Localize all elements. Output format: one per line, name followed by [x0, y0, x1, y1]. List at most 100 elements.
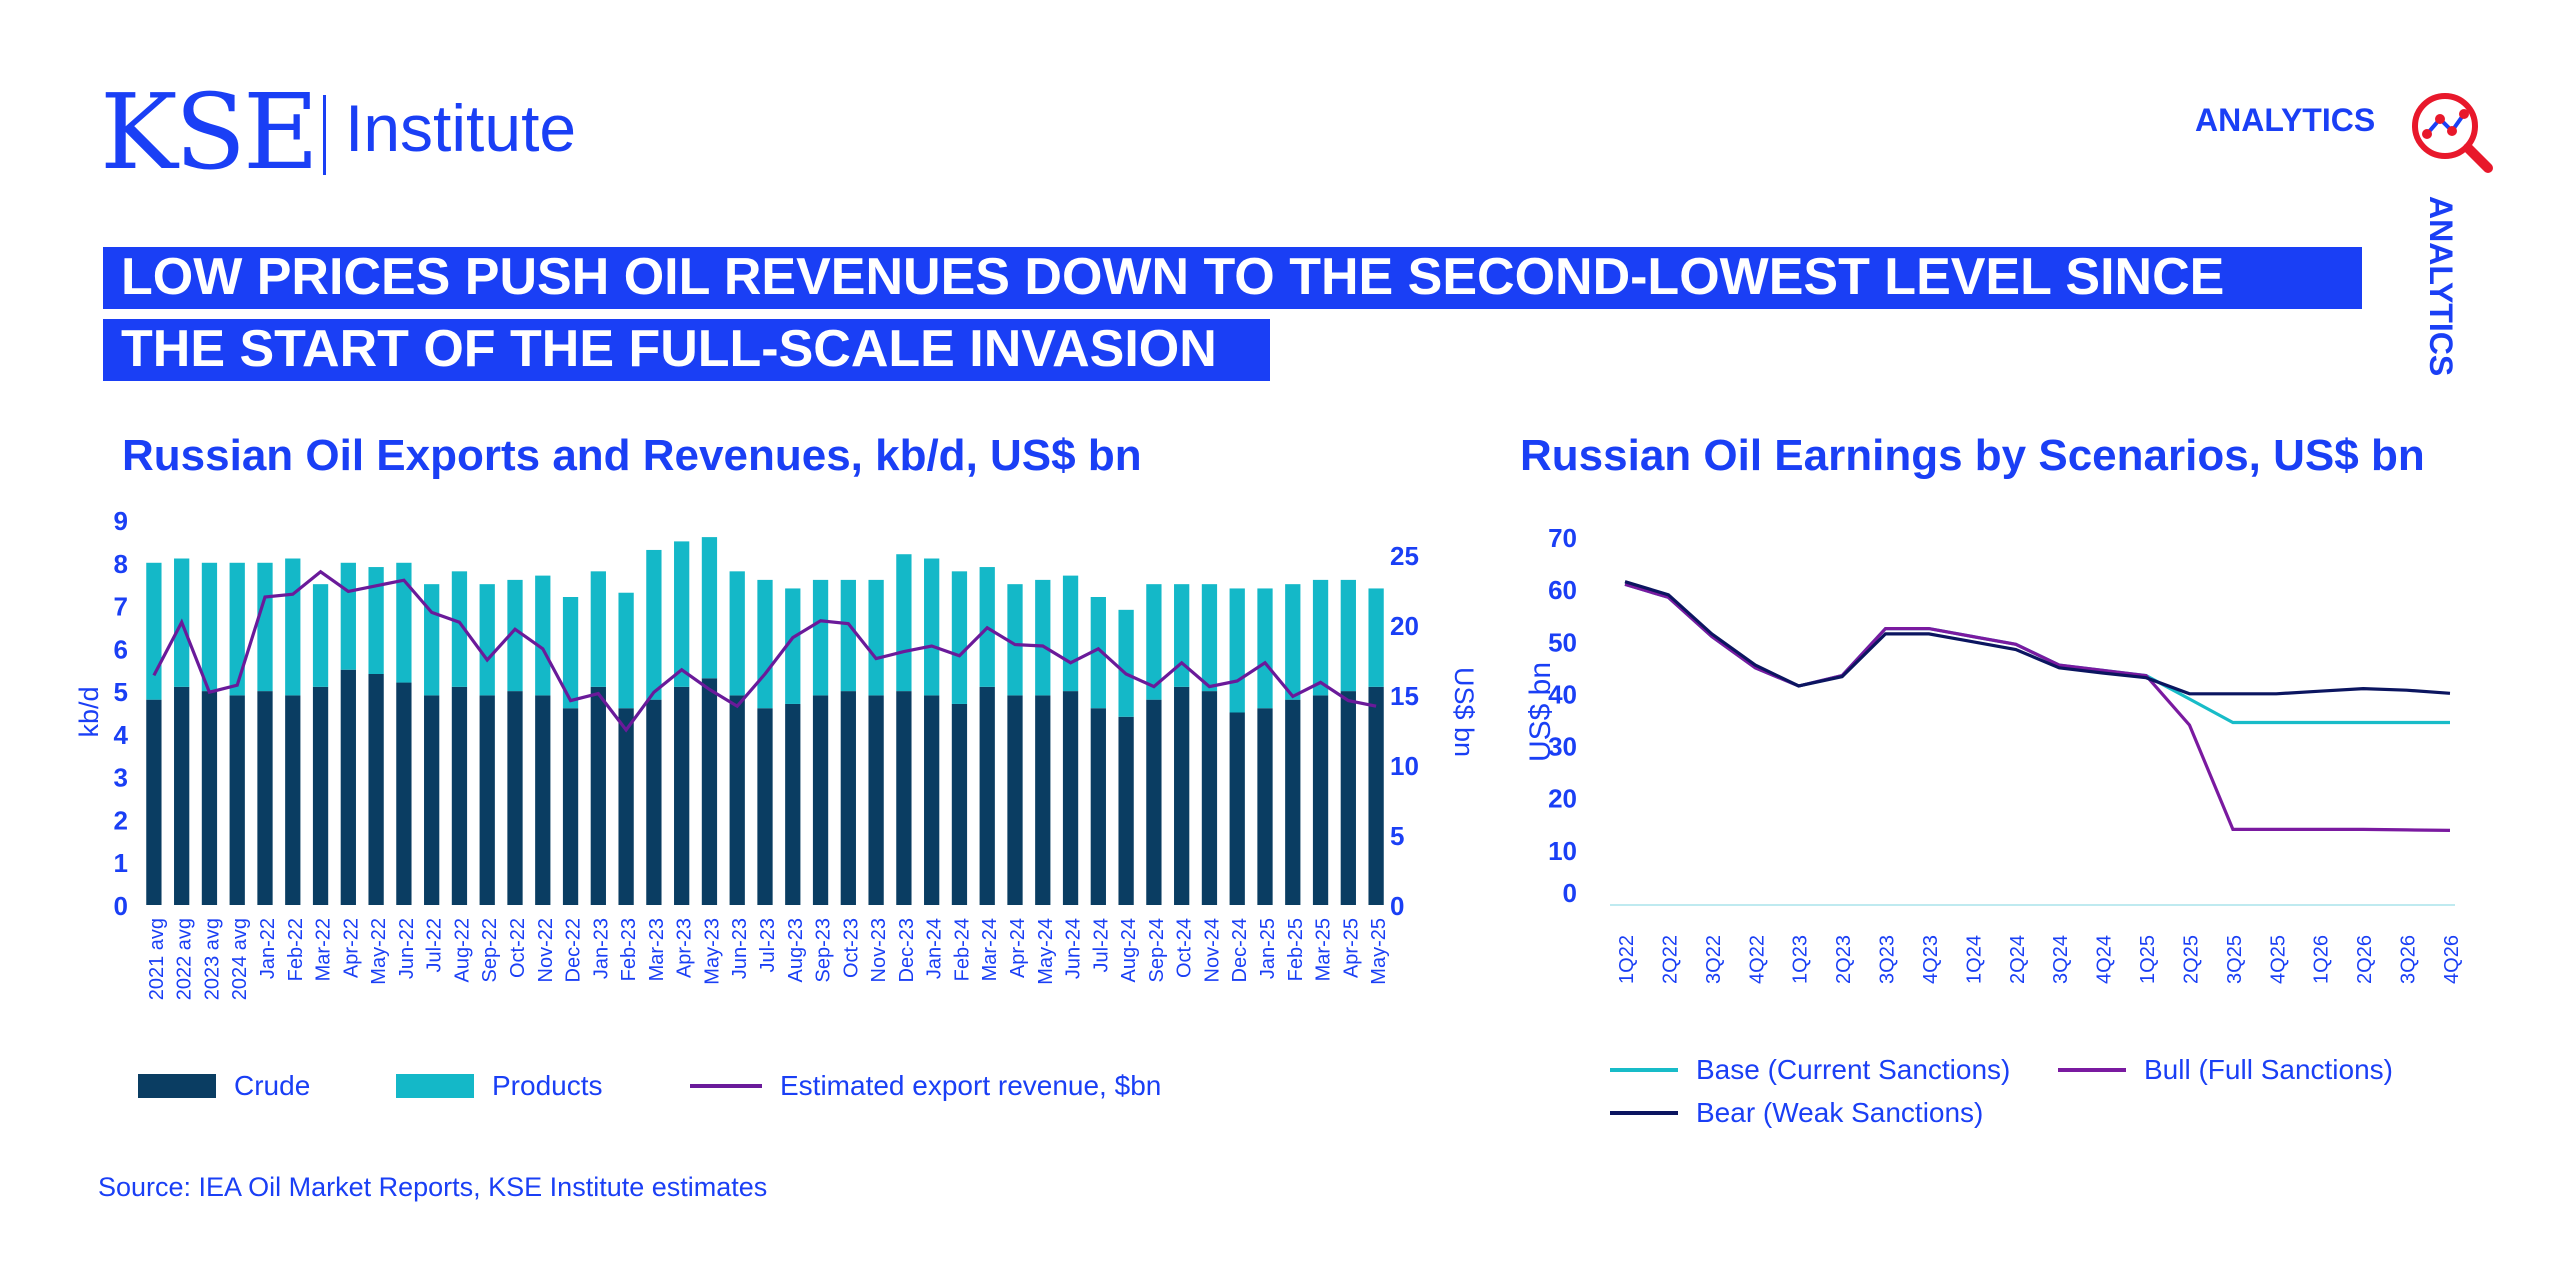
legend-revenue-label: Estimated export revenue, $bn: [780, 1070, 1162, 1101]
products-bar: [1285, 584, 1301, 700]
x-tick-label: Jan-23: [590, 918, 612, 979]
x-tick-label: 2Q25: [2180, 935, 2202, 984]
x-tick-label: Aug-23: [785, 918, 807, 983]
x-tick-label: 3Q23: [1877, 935, 1899, 984]
crude-bar: [1368, 686, 1384, 905]
products-bar: [1257, 588, 1273, 709]
right-y-tick: 0: [1390, 891, 1404, 921]
left-y-tick: 2: [114, 805, 128, 835]
crude-bar: [1146, 699, 1162, 905]
crude-bar: [201, 691, 218, 905]
x-tick-label: Jan-22: [257, 918, 279, 979]
products-bar: [1007, 584, 1023, 696]
x-tick-label: Jan-24: [924, 918, 946, 979]
x-tick-label: Jun-22: [396, 918, 418, 979]
products-bar: [257, 562, 273, 692]
x-tick-label: Sep-23: [813, 918, 835, 983]
products-bar: [868, 579, 884, 696]
legend-bear-swatch: [1610, 1111, 1678, 1115]
crude-bar: [646, 699, 662, 905]
products-bar: [424, 584, 440, 696]
legend-crude-swatch: [138, 1074, 216, 1098]
x-tick-label: Jul-23: [757, 918, 779, 972]
products-bar: [507, 579, 523, 692]
x-tick-label: May-24: [1035, 918, 1057, 985]
products-bar: [229, 562, 245, 696]
legend-base-label: Base (Current Sanctions): [1696, 1054, 2011, 1085]
legend-base-swatch: [1610, 1068, 1678, 1072]
crude-bar: [729, 695, 745, 905]
x-tick-label: 3Q22: [1703, 935, 1725, 984]
x-tick-label: 4Q24: [2094, 935, 2116, 984]
products-bar: [340, 562, 356, 670]
x-tick-label: Dec-24: [1229, 918, 1251, 982]
legend-base: Base (Current Sanctions): [1610, 1054, 2010, 1086]
x-tick-label: Mar-22: [313, 918, 335, 981]
crude-bar: [1257, 708, 1273, 905]
revenue-line: [152, 569, 1377, 733]
crude-bar: [1201, 691, 1218, 905]
x-tick-label: 2Q22: [1659, 935, 1681, 984]
crude-bar: [951, 703, 968, 905]
products-bar: [479, 584, 495, 696]
x-tick-label: Apr-23: [674, 918, 696, 978]
crude-bar: [340, 669, 356, 905]
x-tick-label: 4Q26: [2441, 935, 2463, 984]
x-tick-label: Jan-25: [1257, 918, 1279, 979]
x-tick-label: Mar-24: [979, 918, 1001, 981]
products-bar: [924, 558, 940, 696]
products-bar: [729, 571, 745, 696]
x-tick-label: 4Q25: [2267, 935, 2289, 984]
right-y-tick: 20: [1390, 611, 1419, 641]
products-bar: [1229, 588, 1245, 713]
products-bar: [1090, 597, 1106, 709]
products-bar: [312, 584, 329, 687]
crude-bar: [1229, 712, 1245, 905]
institute-logo-text: Institute: [345, 91, 577, 165]
x-tick-label: 3Q25: [2224, 935, 2246, 984]
x-tick-label: Nov-24: [1201, 918, 1223, 982]
crude-bar: [1062, 691, 1079, 905]
legend-products-swatch: [396, 1074, 474, 1098]
y-tick: 40: [1548, 679, 1577, 709]
x-tick-label: May-25: [1368, 918, 1390, 985]
y-tick: 30: [1548, 732, 1577, 762]
x-tick-label: 4Q23: [1920, 935, 1942, 984]
products-bar: [951, 571, 968, 704]
left-y-tick: 7: [114, 592, 128, 622]
products-bar: [1340, 579, 1356, 692]
crude-bar: [590, 686, 606, 905]
y-tick: 0: [1563, 878, 1577, 908]
x-tick-label: Jun-24: [1063, 918, 1085, 979]
x-tick-label: Dec-23: [896, 918, 918, 982]
crude-bar: [1118, 716, 1134, 905]
crude-bar: [1174, 686, 1190, 905]
x-tick-label: Oct-22: [507, 918, 529, 978]
right-chart-title: Russian Oil Earnings by Scenarios, US$ b…: [1520, 431, 2425, 480]
crude-bar: [285, 695, 301, 905]
crude-bar: [757, 708, 773, 905]
crude-bar: [312, 686, 329, 905]
x-tick-label: Jul-22: [424, 918, 446, 972]
headline-line-1: LOW PRICES PUSH OIL REVENUES DOWN TO THE…: [103, 247, 2362, 309]
products-bar: [368, 567, 384, 674]
x-tick-label: Aug-22: [451, 918, 473, 983]
products-bar: [896, 554, 912, 692]
products-bar: [757, 579, 773, 709]
right-y-tick: 25: [1390, 541, 1419, 571]
right-y-tick: 15: [1390, 681, 1419, 711]
y-tick: 20: [1548, 784, 1577, 814]
x-tick-label: 2Q23: [1833, 935, 1855, 984]
bull-scenario-line: [1624, 582, 2451, 832]
x-tick-label: 3Q24: [2050, 935, 2072, 984]
x-tick-label: May-23: [701, 918, 723, 985]
crude-bar: [174, 686, 190, 905]
x-tick-label: 2024 avg: [229, 918, 251, 1000]
x-tick-label: 1Q23: [1790, 935, 1812, 984]
x-tick-label: Feb-22: [285, 918, 307, 981]
legend-products-label: Products: [492, 1070, 603, 1101]
x-tick-label: Oct-24: [1174, 918, 1196, 978]
legend-products: Products: [396, 1070, 603, 1102]
products-bar: [1118, 609, 1134, 717]
x-tick-label: Mar-25: [1313, 918, 1335, 981]
